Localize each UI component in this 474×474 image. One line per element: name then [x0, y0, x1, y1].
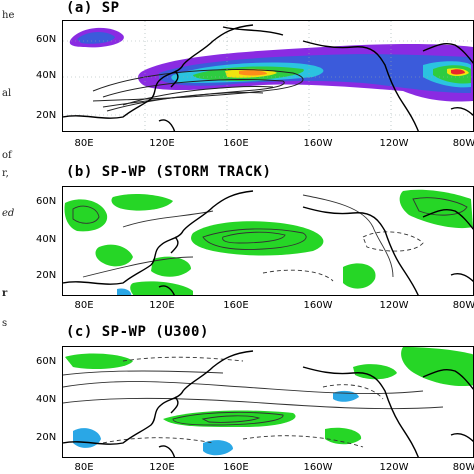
lat-label: 20N [36, 432, 57, 443]
lon-label: 120W [379, 462, 409, 473]
shading-orange [239, 69, 465, 76]
panel-b-title: (b) SP-WP (STORM TRACK) [66, 164, 272, 180]
map-panel-a [62, 20, 474, 132]
map-panel-c [62, 346, 474, 458]
lon-label: 160W [303, 462, 333, 473]
margin-fragment: of [2, 150, 12, 161]
margin-fragment: ed [2, 208, 15, 219]
panel-a: (a) SP 60N 40N 20N [22, 0, 474, 156]
contour-lines [72, 194, 468, 278]
lon-label: 120W [379, 138, 409, 149]
lat-label: 20N [36, 110, 57, 121]
lat-label: 40N [36, 234, 57, 245]
lon-label: 120W [379, 300, 409, 311]
contour-lines [63, 370, 444, 426]
lon-label: 80E [74, 138, 94, 149]
graticule [63, 21, 473, 131]
lon-label: 120E [149, 462, 175, 473]
map-a-graphic [63, 21, 473, 131]
map-c-graphic [63, 347, 473, 457]
shading-blue [117, 288, 132, 295]
margin-fragment: r [2, 288, 8, 299]
panel-b: (b) SP-WP (STORM TRACK) 60N 40N 20N [22, 158, 474, 316]
lon-label: 160E [223, 462, 249, 473]
lat-label: 60N [36, 196, 57, 207]
lon-label: 160E [223, 300, 249, 311]
lon-label: 80W [452, 138, 474, 149]
lon-label: 160W [303, 300, 333, 311]
lon-label: 80W [452, 300, 474, 311]
lat-label: 40N [36, 394, 57, 405]
panel-c-title: (c) SP-WP (U300) [66, 324, 209, 340]
coastlines [63, 24, 473, 131]
lon-label: 120E [149, 138, 175, 149]
panel-c: (c) SP-WP (U300) 60N 40N 20N [22, 318, 474, 474]
lon-label: 120E [149, 300, 175, 311]
map-b-graphic [63, 189, 473, 295]
lon-label: 80E [74, 462, 94, 473]
margin-fragment: al [2, 88, 12, 99]
negative-contours [102, 356, 384, 448]
cropped-margin-text: he al of r, ed r s [0, 0, 22, 474]
lon-label: 160E [223, 138, 249, 149]
margin-fragment: s [2, 318, 8, 329]
shading-green [64, 189, 473, 295]
lat-label: 20N [36, 270, 57, 281]
lon-label: 80E [74, 300, 94, 311]
lat-label: 60N [36, 356, 57, 367]
lat-label: 60N [36, 34, 57, 45]
margin-fragment: he [2, 10, 15, 21]
map-panel-b [62, 186, 474, 296]
lon-label: 160W [303, 138, 333, 149]
coastlines [63, 190, 473, 295]
lat-label: 40N [36, 70, 57, 81]
negative-contours [262, 231, 424, 282]
margin-fragment: r, [2, 168, 9, 179]
shading-green [65, 347, 473, 445]
panel-a-title: (a) SP [66, 0, 120, 16]
coastlines [63, 350, 473, 457]
lon-label: 80W [452, 462, 474, 473]
